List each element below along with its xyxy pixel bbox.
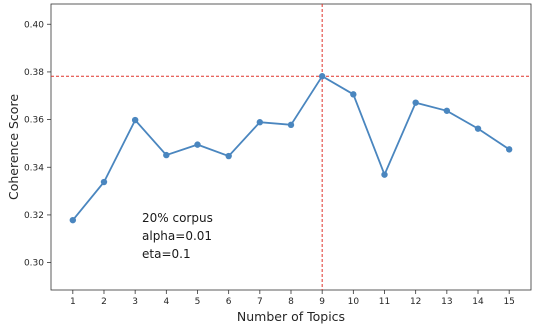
y-tick-label: 0.36 (24, 116, 44, 126)
x-tick-label: 7 (257, 297, 263, 307)
y-tick-label: 0.30 (24, 259, 44, 269)
x-tick-label: 6 (226, 297, 232, 307)
x-tick-label: 5 (195, 297, 201, 307)
annotation-corpus: 20% corpus (142, 211, 213, 225)
plot-area: 0.300.320.340.360.380.401 2 3 4 5 6 7 8 9 10 11 12 1… (24, 3, 532, 307)
data-point (69, 216, 77, 224)
x-tick-label: 11 (379, 297, 390, 307)
data-point (412, 99, 419, 106)
x-axis-label: Number of Topics (237, 309, 345, 324)
x-tick-label: 14 (472, 297, 484, 307)
y-tick-label: 0.34 (24, 163, 44, 173)
x-tick-label: 12 (410, 297, 421, 307)
data-point (131, 116, 139, 124)
data-point (350, 91, 357, 98)
data-point (474, 125, 482, 132)
data-point (194, 141, 201, 148)
x-tick-label: 9 (319, 297, 325, 307)
x-tick-label: 2 (101, 297, 107, 307)
data-point (443, 107, 451, 114)
x-tick-label: 13 (441, 297, 452, 307)
annotation-eta: eta=0.1 (142, 247, 191, 261)
series-line (72, 74, 510, 221)
annotation-alpha: alpha=0.01 (142, 229, 212, 243)
plot-frame (50, 3, 532, 291)
data-point (381, 171, 388, 178)
x-tick-label: 1 (70, 297, 76, 307)
y-tick-label: 0.40 (24, 20, 44, 30)
data-point (505, 146, 513, 153)
data-point (163, 151, 170, 159)
y-tick-label: 0.32 (24, 211, 44, 221)
x-tick-label: 10 (348, 297, 360, 307)
data-point (287, 121, 295, 129)
x-tick-label: 3 (132, 297, 138, 307)
data-point (100, 178, 108, 186)
x-tick-label: 15 (503, 297, 514, 307)
data-point (256, 119, 264, 126)
x-tick-label: 8 (288, 297, 294, 307)
x-tick-label: 4 (163, 297, 169, 307)
y-axis-label: Coherence Score (6, 94, 21, 200)
y-tick-label: 0.38 (24, 68, 44, 78)
data-point (225, 152, 232, 160)
data-point (318, 73, 326, 80)
